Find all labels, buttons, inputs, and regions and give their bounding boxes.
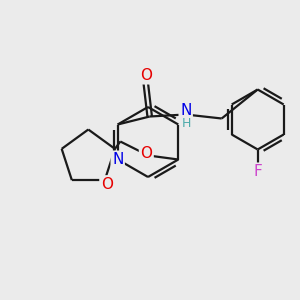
Text: O: O (101, 177, 113, 192)
Text: O: O (140, 68, 152, 83)
Text: N: N (112, 152, 123, 167)
Text: H: H (182, 117, 191, 130)
Text: N: N (180, 103, 191, 118)
Text: O: O (140, 146, 152, 161)
Text: F: F (253, 164, 262, 179)
